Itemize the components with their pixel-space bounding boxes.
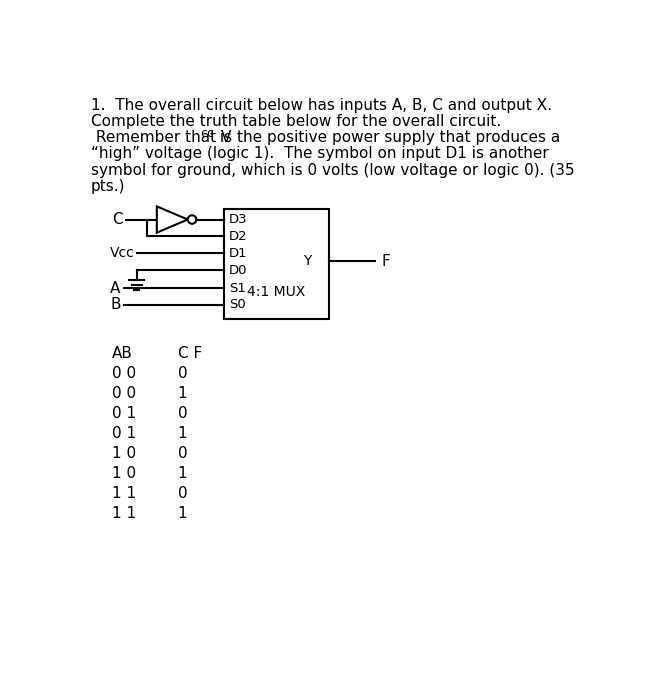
Text: S1: S1: [229, 281, 246, 295]
Text: symbol for ground, which is 0 volts (low voltage or logic 0). (35: symbol for ground, which is 0 volts (low…: [91, 162, 575, 178]
Text: Vcc: Vcc: [111, 246, 135, 260]
Text: is the positive power supply that produces a: is the positive power supply that produc…: [215, 130, 560, 145]
Text: 0 0: 0 0: [112, 386, 136, 401]
Text: 0 1: 0 1: [112, 406, 136, 421]
Text: S0: S0: [229, 298, 246, 312]
Polygon shape: [157, 206, 188, 232]
Text: Remember that V: Remember that V: [91, 130, 232, 145]
Text: D2: D2: [229, 230, 248, 243]
Text: 0: 0: [178, 486, 188, 501]
Text: Complete the truth table below for the overall circuit.: Complete the truth table below for the o…: [91, 114, 501, 129]
Text: D3: D3: [229, 213, 248, 226]
Text: Y: Y: [303, 254, 311, 268]
Text: A: A: [111, 281, 121, 295]
Text: F: F: [382, 253, 390, 269]
Text: 0 0: 0 0: [112, 366, 136, 381]
Circle shape: [188, 216, 196, 224]
Text: 0: 0: [178, 446, 188, 461]
Text: 1.  The overall circuit below has inputs A, B, C and output X.: 1. The overall circuit below has inputs …: [91, 98, 552, 113]
Text: 4:1 MUX: 4:1 MUX: [247, 285, 305, 299]
Text: C F: C F: [178, 346, 202, 360]
Text: D0: D0: [229, 264, 247, 276]
Text: 1 1: 1 1: [112, 486, 136, 501]
Text: 1: 1: [178, 426, 188, 441]
Text: cc: cc: [201, 127, 215, 140]
Text: C: C: [112, 212, 122, 227]
Text: 0: 0: [178, 366, 188, 381]
Text: B: B: [111, 298, 121, 312]
Text: 1: 1: [178, 466, 188, 481]
Text: 1 0: 1 0: [112, 446, 136, 461]
Text: 1: 1: [178, 506, 188, 521]
Text: 1 0: 1 0: [112, 466, 136, 481]
Text: pts.): pts.): [91, 178, 126, 194]
Text: AB: AB: [112, 346, 133, 360]
Text: D1: D1: [229, 247, 248, 260]
Bar: [225, 209, 329, 318]
Text: 0: 0: [178, 406, 188, 421]
Text: 0 1: 0 1: [112, 426, 136, 441]
Text: 1: 1: [178, 386, 188, 401]
Text: “high” voltage (logic 1).  The symbol on input D1 is another: “high” voltage (logic 1). The symbol on …: [91, 146, 549, 162]
Text: 1 1: 1 1: [112, 506, 136, 521]
